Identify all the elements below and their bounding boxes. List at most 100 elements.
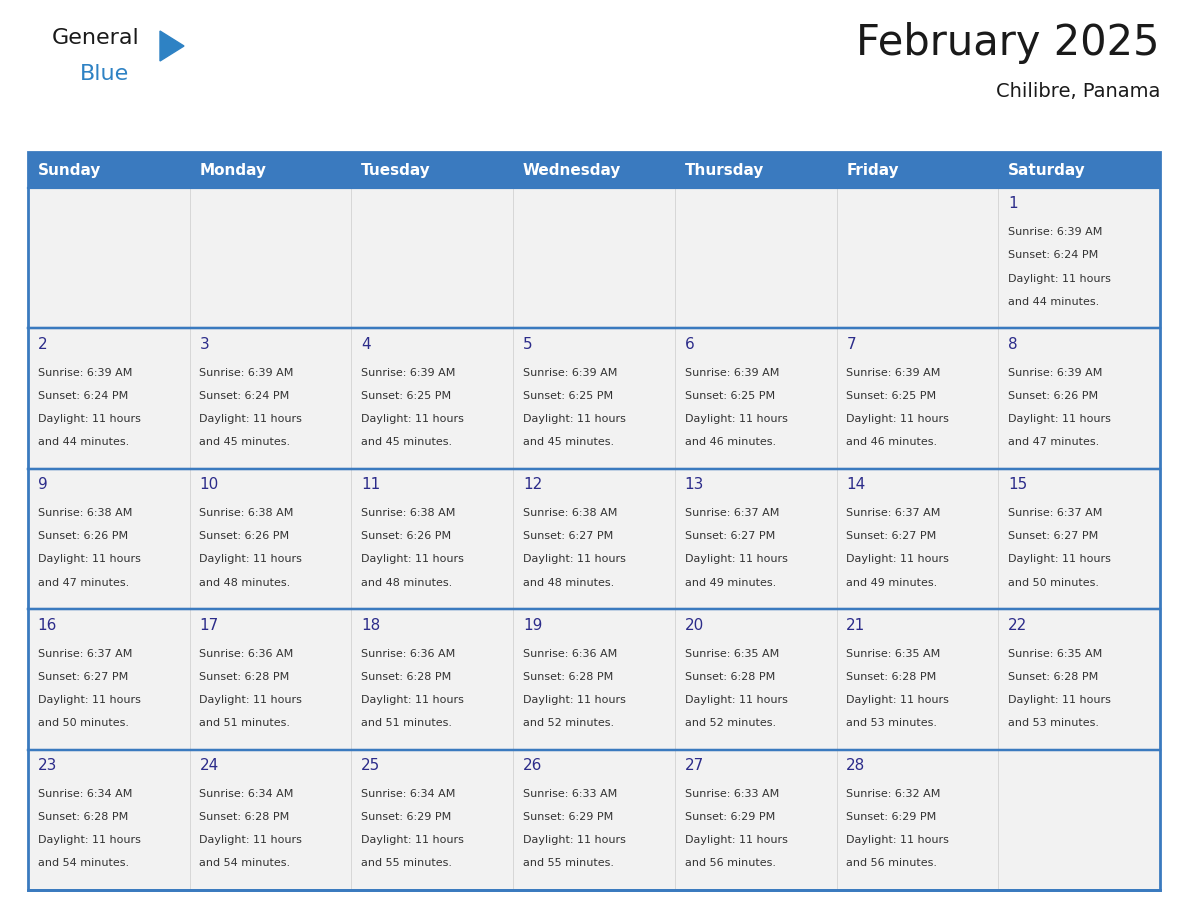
Text: 7: 7 (846, 337, 855, 352)
Bar (675, 152, 836, 188)
Text: 11: 11 (361, 477, 380, 492)
Text: Sunset: 6:29 PM: Sunset: 6:29 PM (523, 812, 613, 823)
Text: Sunset: 6:27 PM: Sunset: 6:27 PM (38, 672, 128, 682)
Text: Sunset: 6:28 PM: Sunset: 6:28 PM (1007, 672, 1098, 682)
Text: Daylight: 11 hours: Daylight: 11 hours (38, 835, 140, 845)
Text: and 44 minutes.: and 44 minutes. (1007, 297, 1099, 307)
Text: and 55 minutes.: and 55 minutes. (523, 858, 614, 868)
Text: Monday: Monday (200, 162, 266, 177)
Text: Sunrise: 6:37 AM: Sunrise: 6:37 AM (1007, 508, 1102, 518)
Bar (29, 152, 1159, 890)
Bar (29, 188, 190, 329)
Bar (836, 329, 998, 469)
Text: 20: 20 (684, 618, 703, 633)
Bar (675, 469, 836, 610)
Text: Daylight: 11 hours: Daylight: 11 hours (846, 554, 949, 565)
Text: and 44 minutes.: and 44 minutes. (38, 437, 129, 447)
Text: and 54 minutes.: and 54 minutes. (38, 858, 128, 868)
Text: and 56 minutes.: and 56 minutes. (684, 858, 776, 868)
Text: 19: 19 (523, 618, 542, 633)
Text: 21: 21 (846, 618, 866, 633)
Bar (29, 329, 190, 469)
Bar (998, 152, 1159, 188)
Text: Sunset: 6:28 PM: Sunset: 6:28 PM (523, 672, 613, 682)
Text: Sunrise: 6:34 AM: Sunrise: 6:34 AM (38, 789, 132, 799)
Text: and 52 minutes.: and 52 minutes. (523, 718, 614, 728)
Bar (190, 469, 352, 610)
Text: and 49 minutes.: and 49 minutes. (846, 577, 937, 588)
Text: Sunset: 6:26 PM: Sunset: 6:26 PM (1007, 391, 1098, 401)
Bar (352, 152, 513, 188)
Text: Sunrise: 6:33 AM: Sunrise: 6:33 AM (523, 789, 617, 799)
Text: and 48 minutes.: and 48 minutes. (200, 577, 291, 588)
Text: and 55 minutes.: and 55 minutes. (361, 858, 453, 868)
Text: Sunrise: 6:39 AM: Sunrise: 6:39 AM (1007, 228, 1102, 238)
Text: Sunrise: 6:39 AM: Sunrise: 6:39 AM (684, 368, 779, 377)
Text: and 46 minutes.: and 46 minutes. (684, 437, 776, 447)
Text: Sunset: 6:28 PM: Sunset: 6:28 PM (38, 812, 128, 823)
Text: Daylight: 11 hours: Daylight: 11 hours (361, 695, 465, 705)
Text: Saturday: Saturday (1007, 162, 1086, 177)
Text: Sunset: 6:29 PM: Sunset: 6:29 PM (684, 812, 775, 823)
Text: 3: 3 (200, 337, 209, 352)
Text: Sunset: 6:25 PM: Sunset: 6:25 PM (523, 391, 613, 401)
Bar (513, 329, 675, 469)
Text: and 50 minutes.: and 50 minutes. (1007, 577, 1099, 588)
Text: Sunrise: 6:39 AM: Sunrise: 6:39 AM (523, 368, 618, 377)
Text: Sunrise: 6:36 AM: Sunrise: 6:36 AM (523, 648, 617, 658)
Text: 9: 9 (38, 477, 48, 492)
Text: 25: 25 (361, 758, 380, 773)
Text: General: General (52, 28, 140, 48)
Text: Friday: Friday (846, 162, 899, 177)
Text: Daylight: 11 hours: Daylight: 11 hours (38, 554, 140, 565)
Text: 17: 17 (200, 618, 219, 633)
Bar (352, 610, 513, 750)
Text: Daylight: 11 hours: Daylight: 11 hours (523, 835, 626, 845)
Text: Sunrise: 6:37 AM: Sunrise: 6:37 AM (846, 508, 941, 518)
Text: Sunrise: 6:36 AM: Sunrise: 6:36 AM (200, 648, 293, 658)
Text: Sunrise: 6:37 AM: Sunrise: 6:37 AM (38, 648, 132, 658)
Text: 16: 16 (38, 618, 57, 633)
Text: Daylight: 11 hours: Daylight: 11 hours (1007, 695, 1111, 705)
Text: Daylight: 11 hours: Daylight: 11 hours (684, 695, 788, 705)
Text: Sunset: 6:25 PM: Sunset: 6:25 PM (684, 391, 775, 401)
Text: 27: 27 (684, 758, 703, 773)
Text: Sunset: 6:29 PM: Sunset: 6:29 PM (361, 812, 451, 823)
Text: Sunrise: 6:38 AM: Sunrise: 6:38 AM (523, 508, 618, 518)
Text: and 54 minutes.: and 54 minutes. (200, 858, 291, 868)
Text: Daylight: 11 hours: Daylight: 11 hours (684, 835, 788, 845)
Text: Sunset: 6:26 PM: Sunset: 6:26 PM (200, 532, 290, 542)
Bar (190, 152, 352, 188)
Text: Daylight: 11 hours: Daylight: 11 hours (1007, 554, 1111, 565)
Text: 14: 14 (846, 477, 866, 492)
Text: Blue: Blue (80, 64, 129, 84)
Text: 12: 12 (523, 477, 542, 492)
Text: Sunset: 6:25 PM: Sunset: 6:25 PM (846, 391, 936, 401)
Text: Sunset: 6:29 PM: Sunset: 6:29 PM (846, 812, 936, 823)
Text: and 52 minutes.: and 52 minutes. (684, 718, 776, 728)
Text: Daylight: 11 hours: Daylight: 11 hours (684, 554, 788, 565)
Text: Sunrise: 6:39 AM: Sunrise: 6:39 AM (1007, 368, 1102, 377)
Bar (998, 610, 1159, 750)
Text: 22: 22 (1007, 618, 1028, 633)
Polygon shape (160, 31, 184, 61)
Text: Sunset: 6:27 PM: Sunset: 6:27 PM (846, 532, 936, 542)
Text: Daylight: 11 hours: Daylight: 11 hours (200, 414, 302, 424)
Text: 8: 8 (1007, 337, 1018, 352)
Text: 2: 2 (38, 337, 48, 352)
Text: Daylight: 11 hours: Daylight: 11 hours (200, 554, 302, 565)
Text: 6: 6 (684, 337, 694, 352)
Text: Daylight: 11 hours: Daylight: 11 hours (200, 835, 302, 845)
Bar (998, 750, 1159, 890)
Text: Daylight: 11 hours: Daylight: 11 hours (361, 835, 465, 845)
Text: and 50 minutes.: and 50 minutes. (38, 718, 128, 728)
Text: Sunrise: 6:32 AM: Sunrise: 6:32 AM (846, 789, 941, 799)
Text: Sunrise: 6:39 AM: Sunrise: 6:39 AM (846, 368, 941, 377)
Text: February 2025: February 2025 (857, 22, 1159, 64)
Bar (352, 329, 513, 469)
Text: Daylight: 11 hours: Daylight: 11 hours (200, 695, 302, 705)
Text: Sunrise: 6:34 AM: Sunrise: 6:34 AM (361, 789, 455, 799)
Text: Daylight: 11 hours: Daylight: 11 hours (846, 414, 949, 424)
Bar (513, 152, 675, 188)
Bar (836, 152, 998, 188)
